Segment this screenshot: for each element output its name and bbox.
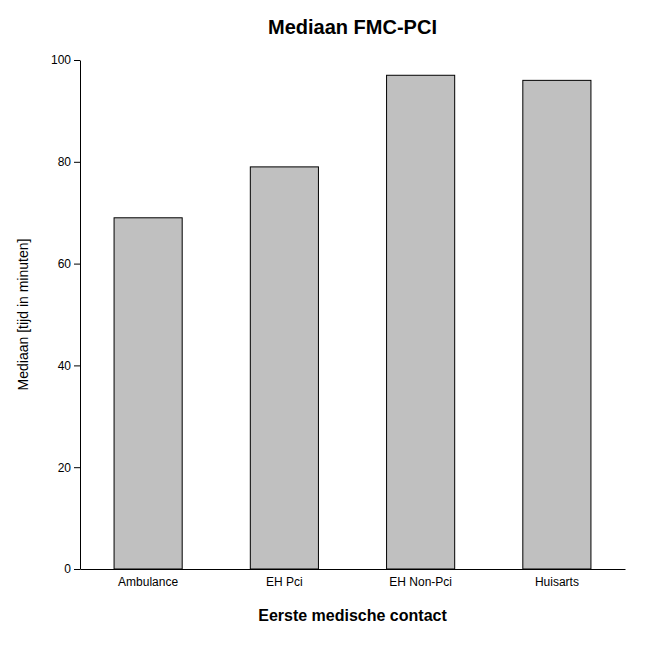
x-tick: Ambulance	[118, 575, 178, 589]
y-tick-mark	[74, 264, 80, 265]
y-tick-mark	[74, 467, 80, 468]
y-axis-title: Mediaan [tijd in minuten]	[15, 239, 31, 391]
y-tick-label: 100	[51, 53, 71, 67]
x-axis: Ambulance EH Pci EH Non-Pci Huisarts	[81, 570, 626, 589]
chart: 0 20 40 60 80 100 Ambulance EH Pci EH Non-Pci Hui…	[0, 0, 649, 649]
bar	[523, 80, 591, 569]
y-tick-mark	[74, 569, 80, 570]
y-tick-label: 0	[64, 562, 71, 576]
y-tick: 40	[58, 359, 80, 373]
x-tick-label: EH Non-Pci	[389, 575, 452, 589]
y-tick-mark	[74, 162, 80, 163]
y-tick: 0	[64, 562, 80, 576]
y-axis: 0 20 40 60 80 100	[51, 53, 81, 576]
y-tick-label: 60	[58, 257, 72, 271]
x-tick-label: Ambulance	[118, 575, 178, 589]
y-axis-line	[80, 61, 81, 570]
x-tick: Huisarts	[535, 575, 579, 589]
y-tick-mark	[74, 60, 80, 61]
bar	[250, 167, 318, 569]
plot: 0 20 40 60 80 100 Ambulance EH Pci EH Non-Pci Hui…	[51, 53, 626, 588]
y-tick: 100	[51, 53, 80, 67]
x-tick-label: EH Pci	[266, 575, 303, 589]
title: Mediaan FMC-PCI	[268, 16, 437, 38]
x-axis-title: Eerste medische contact	[258, 607, 447, 624]
y-tick-label: 80	[58, 155, 72, 169]
x-axis-line	[81, 569, 626, 570]
bar	[387, 75, 455, 569]
y-tick: 80	[58, 155, 80, 169]
y-tick-mark	[74, 365, 80, 366]
y-tick: 20	[58, 461, 80, 475]
y-tick-label: 40	[58, 359, 72, 373]
x-tick: EH Non-Pci	[389, 575, 452, 589]
bars	[114, 75, 591, 569]
x-tick-label: Huisarts	[535, 575, 579, 589]
y-tick-label: 20	[58, 461, 72, 475]
y-tick: 60	[58, 257, 80, 271]
bar	[114, 218, 182, 569]
x-tick: EH Pci	[266, 575, 303, 589]
